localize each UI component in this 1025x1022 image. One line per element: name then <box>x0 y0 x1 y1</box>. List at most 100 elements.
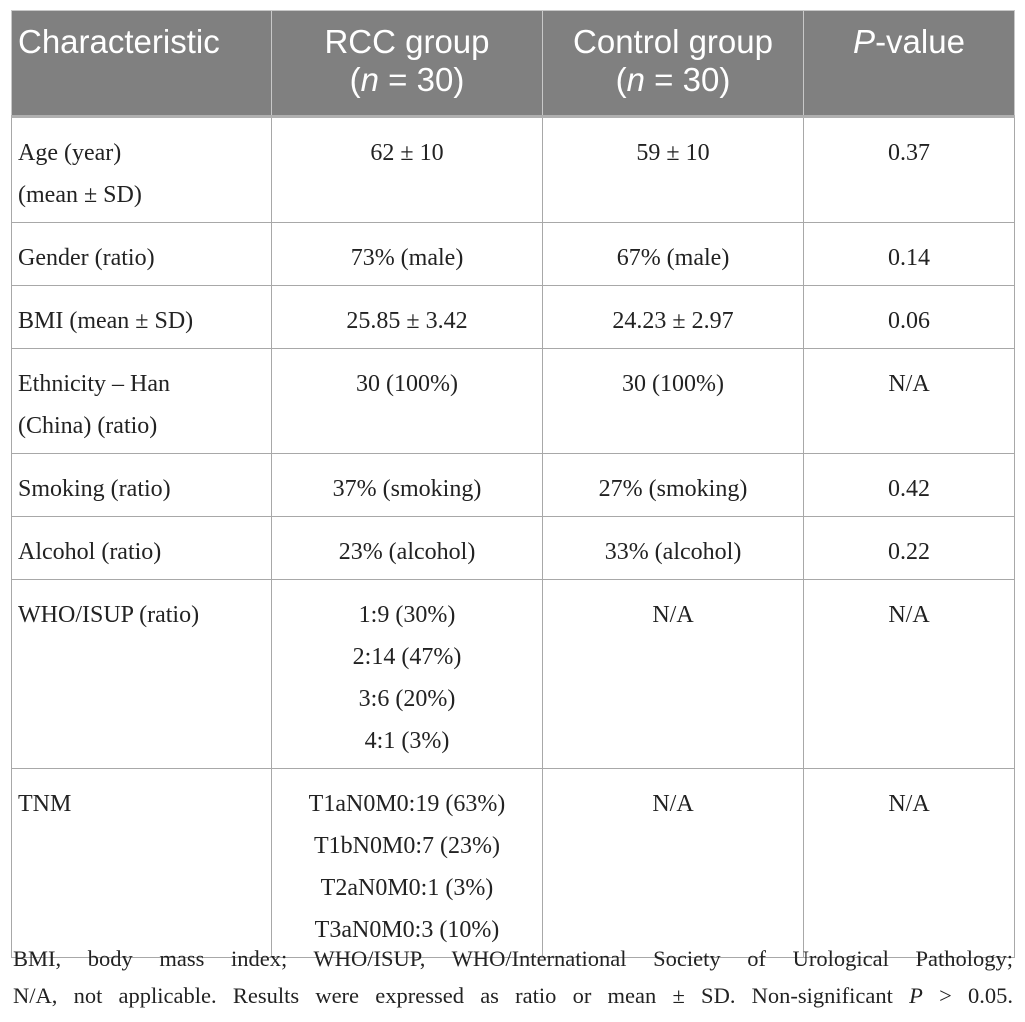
cell-characteristic-line: BMI (mean ± SD) <box>18 308 194 334</box>
header-characteristic-label: Characteristic <box>18 23 220 60</box>
cell-control-group-line: N/A <box>652 602 694 628</box>
cell-p-value: N/A <box>803 579 1015 769</box>
cell-rcc-group-line: 73% (male) <box>350 245 464 271</box>
cell-characteristic-line: Alcohol (ratio) <box>18 539 162 565</box>
header-control-line2: (n = 30) <box>549 61 797 99</box>
cell-rcc-group-line: T1bN0M0:7 (23%) <box>314 833 500 859</box>
cell-control-group: 24.23 ± 2.97 <box>542 285 804 349</box>
header-row: Characteristic RCC group (n = 30) Contro… <box>11 10 1015 118</box>
cell-characteristic: WHO/ISUP (ratio) <box>11 579 272 769</box>
table-row: BMI (mean ± SD) 25.85 ± 3.42 24.23 ± 2.97 0… <box>11 285 1015 349</box>
cell-characteristic: Ethnicity – Han (China) (ratio) <box>11 348 272 454</box>
cell-rcc-group-line: 37% (smoking) <box>332 476 482 502</box>
cell-rcc-group-line: 30 (100%) <box>356 371 458 397</box>
table-row: Smoking (ratio) 37% (smoking) 27% (smoking… <box>11 453 1015 517</box>
cell-characteristic-line: Gender (ratio) <box>18 245 155 271</box>
header-p-letter: P <box>853 23 876 60</box>
cell-characteristic-line: Smoking (ratio) <box>18 476 171 502</box>
cell-rcc-group-line: 62 ± 10 <box>370 140 444 166</box>
cell-p-value: N/A <box>803 348 1015 454</box>
table-row: Ethnicity – Han (China) (ratio) 30 (100%) 3… <box>11 348 1015 454</box>
cell-characteristic: Alcohol (ratio) <box>11 516 272 580</box>
cell-characteristic: TNM <box>11 768 272 958</box>
cell-rcc-group-line: T2aN0M0:1 (3%) <box>320 875 494 901</box>
cell-characteristic-line: WHO/ISUP (ratio) <box>18 602 200 628</box>
cell-control-group: N/A <box>542 768 804 958</box>
footnote-line-2: N/A, not applicable. Results were expres… <box>13 977 1013 1014</box>
cell-control-group: 27% (smoking) <box>542 453 804 517</box>
cell-control-group: 59 ± 10 <box>542 116 804 223</box>
table-body: Age (year) (mean ± SD) 62 ± 10 59 ± 10 0.37 G… <box>11 116 1015 958</box>
cell-control-group: 67% (male) <box>542 222 804 286</box>
cell-characteristic: Age (year) (mean ± SD) <box>11 116 272 223</box>
cell-rcc-group: T1aN0M0:19 (63%) T1bN0M0:7 (23%) T2aN0M0:1… <box>271 768 543 958</box>
demographics-table: Characteristic RCC group (n = 30) Contro… <box>11 10 1015 958</box>
cell-p-value: 0.14 <box>803 222 1015 286</box>
cell-rcc-group: 30 (100%) <box>271 348 543 454</box>
cell-control-group-line: 67% (male) <box>616 245 730 271</box>
cell-characteristic-line: (China) (ratio) <box>18 413 158 439</box>
cell-control-group-line: 59 ± 10 <box>636 140 710 166</box>
footnote-line-2-text: N/A, not applicable. Results were expres… <box>13 983 910 1008</box>
cell-rcc-group-line: 23% (alcohol) <box>338 539 476 565</box>
header-rcc-paren-open: ( <box>349 61 361 98</box>
table-row: TNM T1aN0M0:19 (63%) T1bN0M0:7 (23%) T2aN0M… <box>11 768 1015 958</box>
cell-rcc-group: 73% (male) <box>271 222 543 286</box>
cell-characteristic-line: Age (year) <box>18 140 122 166</box>
header-control-paren-open: ( <box>615 61 627 98</box>
cell-p-value: N/A <box>803 768 1015 958</box>
header-p-value: P-value <box>803 10 1015 118</box>
header-characteristic: Characteristic <box>11 10 272 118</box>
cell-rcc-group-line: 25.85 ± 3.42 <box>346 308 468 334</box>
cell-characteristic-line: (mean ± SD) <box>18 182 142 208</box>
cell-rcc-group: 1:9 (30%) 2:14 (47%) 3:6 (20%) 4:1 (3%) <box>271 579 543 769</box>
cell-rcc-group-line: 1:9 (30%) <box>358 602 456 628</box>
cell-control-group: 30 (100%) <box>542 348 804 454</box>
cell-rcc-group: 23% (alcohol) <box>271 516 543 580</box>
cell-rcc-group-line: T1aN0M0:19 (63%) <box>308 791 506 817</box>
header-rcc-line2: (n = 30) <box>278 61 536 99</box>
cell-control-group: 33% (alcohol) <box>542 516 804 580</box>
header-control-n: n <box>626 61 646 98</box>
header-rcc-n: n <box>360 61 380 98</box>
cell-control-group-line: 27% (smoking) <box>598 476 748 502</box>
footnote-p-letter: P <box>909 983 923 1008</box>
cell-control-group-line: N/A <box>652 791 694 817</box>
cell-rcc-group-line: T3aN0M0:3 (10%) <box>314 917 500 943</box>
demographics-table-container: Characteristic RCC group (n = 30) Contro… <box>11 10 1015 958</box>
header-control-n-value: = 30) <box>645 61 731 98</box>
cell-characteristic-line: TNM <box>18 791 72 817</box>
cell-p-value: 0.42 <box>803 453 1015 517</box>
cell-characteristic-line: Ethnicity – Han <box>18 371 170 397</box>
cell-rcc-group: 37% (smoking) <box>271 453 543 517</box>
footnote-p-threshold: > 0.05. <box>922 983 1013 1008</box>
cell-p-value: 0.37 <box>803 116 1015 223</box>
table-row: Age (year) (mean ± SD) 62 ± 10 59 ± 10 0.37 <box>11 116 1015 223</box>
header-p-rest: -value <box>875 23 965 60</box>
cell-characteristic: Smoking (ratio) <box>11 453 272 517</box>
cell-characteristic: Gender (ratio) <box>11 222 272 286</box>
cell-rcc-group: 62 ± 10 <box>271 116 543 223</box>
cell-rcc-group-line: 4:1 (3%) <box>364 728 450 754</box>
table-row: Alcohol (ratio) 23% (alcohol) 33% (alcohol… <box>11 516 1015 580</box>
cell-rcc-group-line: 2:14 (47%) <box>352 644 462 670</box>
header-rcc-n-value: = 30) <box>379 61 465 98</box>
cell-rcc-group-line: 3:6 (20%) <box>358 686 456 712</box>
header-rcc-group: RCC group (n = 30) <box>271 10 543 118</box>
footnote-line-1: BMI, body mass index; WHO/ISUP, WHO/Inte… <box>13 946 1013 971</box>
table-footnote: BMI, body mass index; WHO/ISUP, WHO/Inte… <box>13 940 1013 1014</box>
cell-characteristic: BMI (mean ± SD) <box>11 285 272 349</box>
table-header: Characteristic RCC group (n = 30) Contro… <box>11 10 1015 118</box>
cell-control-group: N/A <box>542 579 804 769</box>
cell-rcc-group: 25.85 ± 3.42 <box>271 285 543 349</box>
table-row: Gender (ratio) 73% (male) 67% (male) 0.14 <box>11 222 1015 286</box>
header-control-line1: Control group <box>573 23 773 60</box>
cell-control-group-line: 30 (100%) <box>622 371 724 397</box>
table-row: WHO/ISUP (ratio) 1:9 (30%) 2:14 (47%) 3:6 (… <box>11 579 1015 769</box>
cell-p-value: 0.06 <box>803 285 1015 349</box>
cell-p-value: 0.22 <box>803 516 1015 580</box>
header-control-group: Control group (n = 30) <box>542 10 804 118</box>
cell-control-group-line: 33% (alcohol) <box>604 539 742 565</box>
cell-control-group-line: 24.23 ± 2.97 <box>612 308 734 334</box>
header-rcc-line1: RCC group <box>324 23 490 60</box>
